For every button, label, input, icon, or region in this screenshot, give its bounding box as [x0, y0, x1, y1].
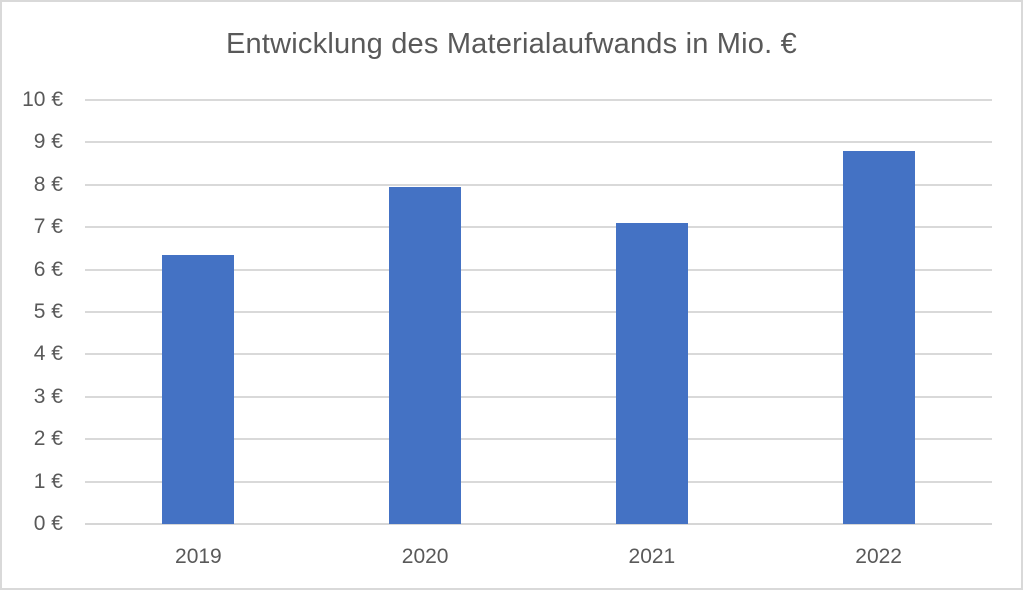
x-tick-label: 2020	[401, 545, 449, 568]
x-axis-line	[85, 523, 992, 525]
gridline	[85, 268, 992, 271]
gridline	[85, 480, 992, 483]
y-tick-label: 3 €	[33, 384, 63, 408]
y-tick-label: 4 €	[33, 342, 63, 366]
bar-2022	[842, 150, 915, 524]
bar-2020	[389, 186, 462, 524]
y-tick-label: 6 €	[33, 257, 63, 281]
gridline	[85, 353, 992, 356]
chart-title: Entwicklung des Materialaufwands in Mio.…	[226, 28, 797, 60]
y-tick-label: 0 €	[33, 512, 63, 535]
gridline	[85, 438, 992, 441]
bar-2021	[615, 222, 688, 524]
y-tick-label: 2 €	[33, 427, 63, 451]
y-tick-label: 9 €	[33, 130, 63, 154]
plot-area	[85, 99, 992, 525]
x-tick-label: 2019	[175, 545, 222, 568]
y-tick-label: 5 €	[33, 300, 63, 323]
x-tick-label: 2022	[855, 545, 902, 568]
y-tick-label: 7 €	[33, 215, 63, 239]
gridline	[85, 183, 992, 186]
gridline	[85, 226, 992, 229]
y-tick-label: 10 €	[22, 88, 63, 111]
gridline	[85, 311, 992, 313]
y-tick-label: 8 €	[33, 172, 63, 196]
gridline	[85, 99, 992, 101]
gridline	[85, 141, 992, 144]
bar-2019	[162, 254, 235, 524]
gridline	[85, 395, 992, 398]
y-tick-label: 1 €	[33, 469, 63, 493]
x-tick-label: 2021	[628, 545, 676, 568]
